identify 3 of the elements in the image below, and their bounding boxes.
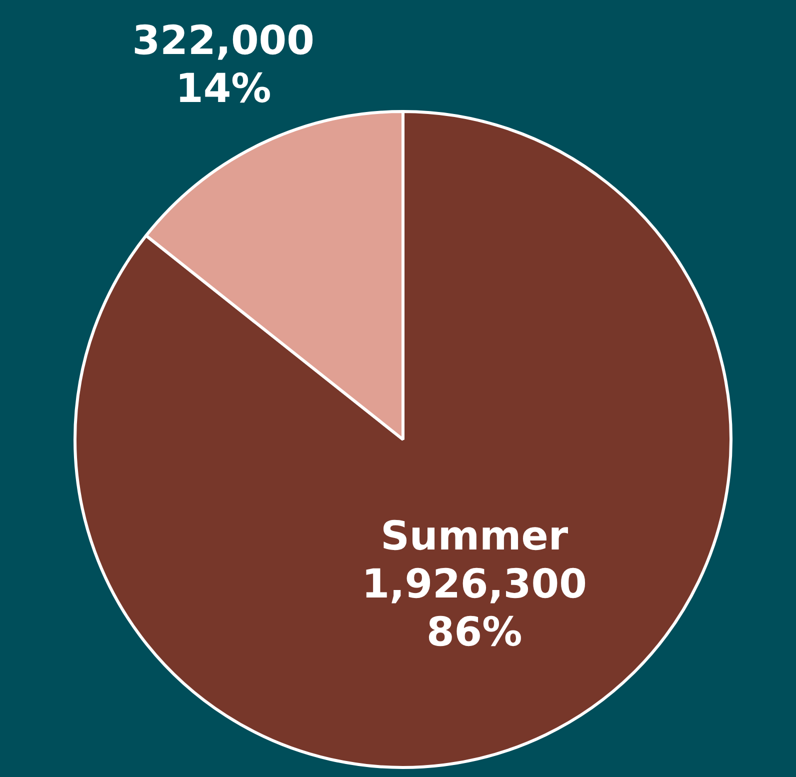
data-label: 1,926,300 86% [362,562,587,656]
slice-label: Summer [380,514,568,560]
data-label: 322,000 14% [132,18,314,112]
